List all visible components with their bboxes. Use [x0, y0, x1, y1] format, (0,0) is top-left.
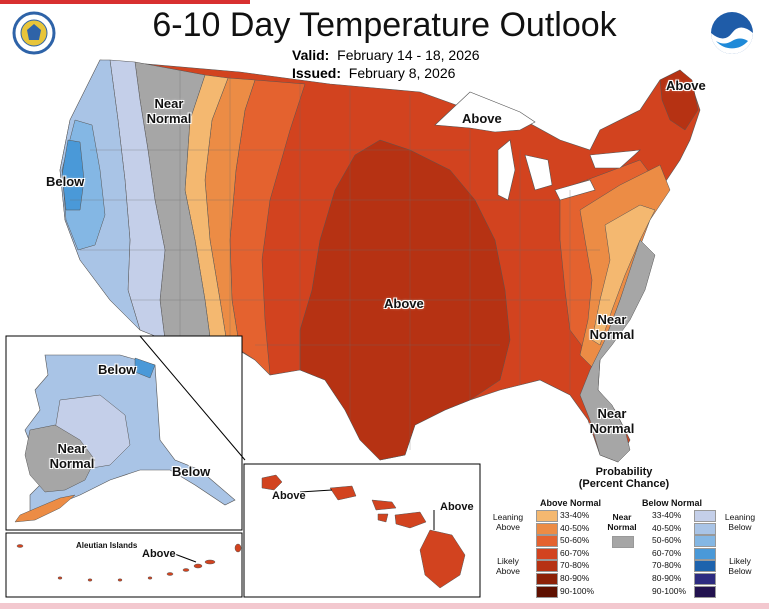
- below-range-1: 40-50%: [652, 522, 682, 533]
- legend-title-line1: Probability: [595, 466, 653, 478]
- conus-below-60-70: [61, 139, 85, 211]
- above-swatch-4: [536, 560, 558, 573]
- legend-leaning-above: Leaning Above: [492, 512, 524, 532]
- below-swatch-4: [694, 560, 716, 573]
- legend-title-line2: (Percent Chance): [578, 478, 670, 490]
- above-swatch-0: [536, 510, 558, 522]
- above-range-4: 70-80%: [560, 560, 590, 571]
- above-swatch-1: [536, 522, 558, 535]
- state-lines: [70, 70, 610, 450]
- valid-label: Valid:: [292, 47, 330, 63]
- above-swatch-2: [536, 535, 558, 548]
- above-swatch-3: [536, 547, 558, 560]
- aleutian-pointer: [171, 552, 197, 563]
- noaa-logo: [711, 12, 753, 54]
- island-lanai: [377, 513, 389, 523]
- legend-likely-below: Likely Below: [728, 556, 752, 576]
- island-big-island: [419, 529, 466, 589]
- label-alaska-near-normal: Near Normal: [49, 441, 95, 471]
- probability-legend: Probability (Percent Chance) Above Norma…: [484, 466, 764, 598]
- island-oahu: [329, 485, 357, 501]
- issued-line: Issued: February 8, 2026: [292, 64, 455, 82]
- below-range-2: 50-60%: [652, 535, 682, 546]
- island-kauai: [261, 474, 283, 491]
- label-hawaii-above-right: Above: [440, 501, 474, 513]
- above-range-0: 33-40%: [560, 510, 590, 520]
- island-molokai: [371, 499, 397, 511]
- conus-near-normal-east: [579, 239, 656, 463]
- below-swatch-0: [694, 510, 716, 522]
- below-swatch-6: [694, 585, 716, 598]
- label-aleutian-title: Aleutian Islands: [76, 541, 138, 550]
- alaska-near-normal: [24, 424, 96, 493]
- below-swatch-3: [694, 547, 716, 560]
- below-range-3: 60-70%: [652, 547, 682, 558]
- above-range-1: 40-50%: [560, 522, 590, 533]
- hawaii-islands: [261, 474, 466, 589]
- above-range-3: 60-70%: [560, 547, 590, 558]
- label-maine-above: Above: [666, 78, 706, 93]
- legend-near-label: Near Normal: [607, 512, 637, 532]
- valid-dates: February 14 - 18, 2026: [337, 47, 480, 63]
- alaska-peninsula-above: [14, 494, 76, 523]
- alaska-inset-pointer: [139, 335, 246, 461]
- valid-line: Valid: February 14 - 18, 2026: [292, 46, 480, 64]
- label-alaska-se-below: Below: [172, 464, 211, 479]
- legend-title: Probability (Percent Chance): [544, 466, 704, 490]
- aleutian-islands: [16, 543, 242, 582]
- hawaii-pointer-left: [299, 489, 333, 493]
- above-range-6: 90-100%: [560, 585, 595, 596]
- conus-above-33-40-east: [591, 204, 656, 346]
- legend-leaning-below: Leaning Below: [724, 512, 756, 532]
- alaska-below-60-70: [134, 357, 156, 379]
- label-great-lakes-above: Above: [462, 111, 502, 126]
- above-range-5: 80-90%: [560, 573, 590, 583]
- label-central-above: Above: [384, 296, 424, 311]
- below-swatch-1: [694, 522, 716, 535]
- below-range-5: 80-90%: [652, 573, 682, 583]
- label-florida-near-normal: Near Normal: [589, 406, 635, 436]
- island-maui: [394, 511, 427, 529]
- page-title: 6-10 Day Temperature Outlook: [152, 6, 617, 44]
- label-west-near-normal: Near Normal: [146, 96, 192, 126]
- label-east-near-normal: Near Normal: [589, 312, 635, 342]
- legend-near-swatch: [612, 536, 634, 548]
- legend-above-head: Above Normal: [540, 498, 602, 508]
- issued-label: Issued:: [292, 65, 342, 81]
- above-swatch-6: [536, 585, 558, 598]
- top-accent-bar: [0, 0, 250, 4]
- conus-maine-70-80: [659, 69, 699, 131]
- above-range-2: 50-60%: [560, 535, 590, 546]
- aleutian-inset-frame: [5, 532, 243, 598]
- label-aleutian-above: Above: [142, 548, 176, 560]
- above-swatch-5: [536, 573, 558, 585]
- issued-date: February 8, 2026: [348, 65, 456, 81]
- legend-likely-above: Likely Above: [495, 556, 521, 576]
- legend-below-head: Below Normal: [642, 498, 703, 508]
- below-swatch-5: [694, 573, 716, 585]
- below-range-0: 33-40%: [652, 510, 682, 520]
- below-range-6: 90-100%: [652, 585, 687, 596]
- great-lakes: [434, 91, 641, 201]
- doc-seal-logo: [12, 11, 56, 55]
- label-alaska-below: Below: [98, 362, 137, 377]
- below-range-4: 70-80%: [652, 560, 682, 571]
- bottom-accent-bar: [0, 603, 769, 609]
- label-hawaii-above-left: Above: [272, 490, 306, 502]
- label-west-below: Below: [46, 174, 85, 189]
- below-swatch-2: [694, 535, 716, 548]
